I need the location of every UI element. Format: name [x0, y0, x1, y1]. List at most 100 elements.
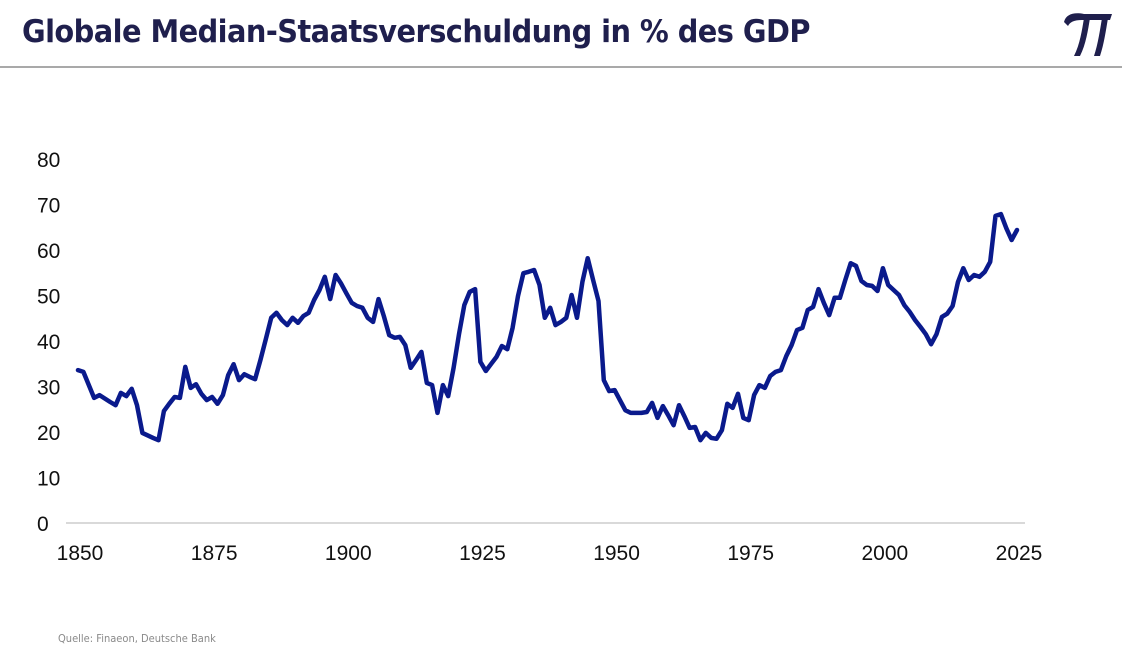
data-point-1886: [269, 316, 273, 320]
data-point-1994: [849, 261, 853, 265]
data-point-1985: [800, 326, 804, 330]
y-tick-label: 30: [37, 377, 60, 400]
data-point-1933: [521, 271, 525, 275]
data-point-1871: [189, 386, 193, 390]
y-tick-label: 60: [37, 240, 60, 263]
data-point-1890: [291, 316, 295, 320]
data-point-1867: [167, 402, 171, 406]
data-point-1916: [430, 383, 434, 387]
data-point-2025: [1015, 228, 1019, 232]
data-point-1912: [409, 366, 413, 370]
data-point-1952: [623, 408, 627, 412]
data-point-1882: [248, 375, 252, 379]
y-tick-label: 0: [37, 513, 49, 536]
data-point-1964: [688, 426, 692, 430]
data-point-1861: [135, 403, 139, 407]
data-point-1992: [838, 296, 842, 300]
data-point-1996: [859, 279, 863, 283]
data-point-2014: [956, 280, 960, 284]
logo-glyph-right-leg: [1094, 18, 1108, 56]
data-point-2001: [886, 283, 890, 287]
data-point-2004: [902, 303, 906, 307]
data-point-1979: [768, 374, 772, 378]
x-tick-label: 1925: [459, 542, 506, 565]
data-point-1956: [645, 410, 649, 414]
data-point-1873: [199, 392, 203, 396]
data-point-1883: [253, 377, 257, 381]
data-point-2020: [988, 260, 992, 264]
y-tick-label: 20: [37, 422, 60, 445]
data-point-1902: [355, 304, 359, 308]
data-point-1906: [376, 297, 380, 301]
data-point-1938: [548, 306, 552, 310]
data-point-1881: [242, 372, 246, 376]
data-point-1948: [602, 378, 606, 382]
data-point-1901: [350, 301, 354, 305]
data-point-1989: [822, 301, 826, 305]
data-point-1872: [194, 382, 198, 386]
data-point-1922: [462, 303, 466, 307]
data-point-1851: [81, 370, 85, 374]
data-point-1889: [285, 323, 289, 327]
data-point-1975: [747, 418, 751, 422]
data-point-2005: [908, 310, 912, 314]
data-point-1856: [108, 400, 112, 404]
data-point-1878: [226, 373, 230, 377]
data-point-1984: [795, 328, 799, 332]
data-point-1905: [371, 320, 375, 324]
data-point-1940: [559, 320, 563, 324]
data-point-1876: [216, 402, 220, 406]
data-point-1946: [591, 278, 595, 282]
x-tick-label: 1875: [191, 542, 238, 565]
data-point-1997: [865, 283, 869, 287]
series-line-debt: [75, 211, 1020, 443]
chart-title: Globale Median-Staatsverschuldung in % d…: [22, 14, 811, 50]
data-point-1980: [774, 370, 778, 374]
data-point-1880: [237, 378, 241, 382]
data-point-1862: [140, 431, 144, 435]
data-point-1888: [280, 318, 284, 322]
data-point-1939: [554, 323, 558, 327]
data-point-1926: [484, 369, 488, 373]
data-point-1903: [360, 306, 364, 310]
data-point-1960: [666, 413, 670, 417]
data-point-1973: [736, 392, 740, 396]
data-point-1921: [457, 332, 461, 336]
data-point-2000: [881, 266, 885, 270]
data-point-1858: [119, 391, 123, 395]
x-tick-label: 1850: [57, 542, 104, 565]
data-point-1982: [784, 354, 788, 358]
data-point-2016: [967, 278, 971, 282]
header-divider: [0, 66, 1122, 68]
data-point-1896: [323, 275, 327, 279]
data-point-1919: [446, 394, 450, 398]
data-point-1977: [757, 383, 761, 387]
data-point-2015: [961, 266, 965, 270]
data-point-1915: [425, 381, 429, 385]
data-point-1928: [495, 355, 499, 359]
data-point-1895: [317, 288, 321, 292]
x-tick-label: 1975: [727, 542, 774, 565]
data-point-1907: [382, 314, 386, 318]
data-point-1850: [76, 368, 80, 372]
y-axis-ticks: 0 10 20 30 40 50 60 70 80: [37, 149, 60, 536]
data-point-1955: [639, 411, 643, 415]
x-tick-label: 1900: [325, 542, 372, 565]
data-point-1929: [500, 344, 504, 348]
data-point-1958: [655, 416, 659, 420]
data-point-2007: [918, 325, 922, 329]
data-point-1877: [221, 393, 225, 397]
data-point-1967: [704, 431, 708, 435]
data-point-1911: [403, 343, 407, 347]
data-point-1962: [677, 403, 681, 407]
data-point-1860: [130, 387, 134, 391]
data-point-2018: [977, 275, 981, 279]
data-point-1969: [715, 437, 719, 441]
data-point-1993: [843, 278, 847, 282]
data-point-1865: [156, 438, 160, 442]
data-point-1949: [607, 389, 611, 393]
data-point-1953: [629, 411, 633, 415]
data-point-1891: [296, 321, 300, 325]
data-point-1869: [178, 396, 182, 400]
